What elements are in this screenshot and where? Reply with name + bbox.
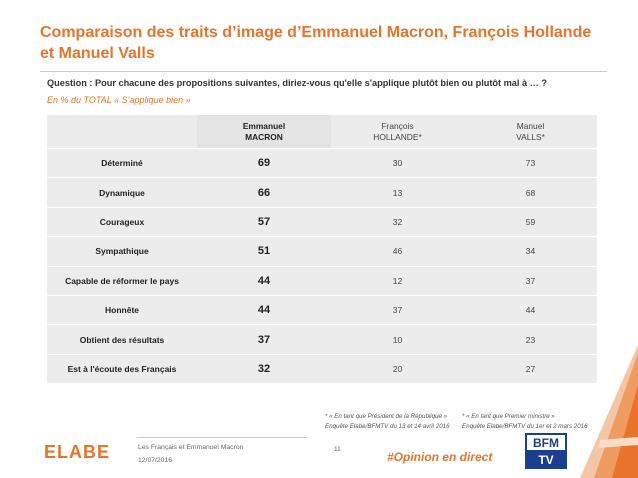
macron-value: 44 (257, 304, 271, 317)
hollande-footnote-source: Enquête Elabe/BFMTV du 13 et 14 avril 20… (325, 423, 450, 430)
valls-value: 59 (525, 216, 536, 227)
valls-value: 73 (525, 158, 536, 169)
table-body: Déterminé 69 30 73 Dynamique 66 13 68 Co… (47, 148, 597, 383)
macron-value: 37 (257, 333, 271, 346)
table-row: Dynamique 66 13 68 (47, 177, 597, 206)
results-table: Emmanuel MACRON François HOLLANDE* Manue… (47, 115, 597, 383)
survey-question: Question : Pour chacune des propositions… (47, 78, 548, 88)
hollande-footnote: * « En tant que Président de la Républiq… (325, 412, 450, 432)
hollande-value: 10 (392, 334, 403, 345)
valls-value: 34 (525, 246, 536, 257)
bfmtv-logo: BFM TV (525, 433, 567, 469)
valls-value: 23 (525, 334, 536, 345)
decorative-angle-graphic (580, 345, 638, 478)
table-row: Est à l'écoute des Français 32 20 27 (47, 353, 597, 383)
page-number: 11 (334, 446, 341, 453)
footer-divider (137, 437, 307, 438)
trait-label: Déterminé (101, 158, 143, 169)
table-row: Déterminé 69 30 73 (47, 148, 597, 177)
valls-value: 27 (525, 363, 536, 374)
title-divider (40, 71, 607, 72)
header-hollande: François HOLLANDE* (331, 115, 464, 148)
header-valls-first: Manuel (516, 120, 545, 131)
hollande-value: 46 (392, 246, 403, 257)
trait-label: Honnête (105, 305, 139, 316)
bfm-logo-text: BFM (533, 436, 559, 450)
trait-label: Courageux (99, 216, 145, 227)
macron-value: 51 (257, 245, 271, 258)
valls-footnote-context: * « En tant que Premier ministre » (462, 413, 555, 420)
header-valls-last: VALLS* (516, 131, 545, 142)
table-row: Sympathique 51 46 34 (47, 236, 597, 265)
elabe-logo-text: ELABE (44, 443, 110, 461)
table-row: Courageux 57 32 59 (47, 206, 597, 236)
table-row: Obtient des résultats 37 10 23 (47, 324, 597, 353)
hollande-value: 37 (392, 305, 403, 316)
header-empty (47, 115, 197, 148)
trait-label: Capable de réformer le pays (65, 275, 179, 286)
hollande-value: 20 (392, 363, 403, 374)
hollande-value: 13 (392, 187, 403, 198)
hollande-value: 32 (392, 216, 403, 227)
hollande-value: 12 (392, 275, 403, 286)
tv-logo-text: TV (538, 453, 553, 467)
header-valls: Manuel VALLS* (464, 115, 597, 148)
valls-footnote-source: Enquête Elabe/BFMTV du 1er et 2 mars 201… (462, 423, 588, 430)
valls-value: 68 (525, 187, 536, 198)
study-name: Les Français et Emmanuel Macron (138, 444, 244, 451)
valls-value: 37 (525, 275, 536, 286)
macron-value: 69 (257, 157, 271, 170)
header-hollande-first: François (381, 120, 414, 131)
macron-value: 66 (257, 186, 271, 199)
hollande-value: 30 (392, 158, 403, 169)
elabe-logo: ELABE (44, 443, 110, 461)
trait-label: Sympathique (95, 246, 149, 257)
hashtag: #Opinion en direct (387, 450, 493, 464)
footer-info: Les Français et Emmanuel Macron 12/07/20… (138, 441, 243, 467)
table-row: Capable de réformer le pays 44 12 37 (47, 265, 597, 295)
measure-note: En % du TOTAL « S’applique bien » (47, 95, 191, 105)
macron-value: 32 (257, 362, 271, 375)
trait-label: Obtient des résultats (79, 334, 165, 345)
table-row: Honnête 44 37 44 (47, 294, 597, 324)
study-date: 12/07/2016 (138, 457, 173, 464)
header-macron-first: Emmanuel (242, 120, 286, 131)
header-macron: Emmanuel MACRON (197, 115, 331, 148)
table-header: Emmanuel MACRON François HOLLANDE* Manue… (47, 115, 597, 148)
trait-label: Dynamique (99, 187, 145, 198)
macron-value: 57 (257, 215, 271, 228)
macron-value: 44 (257, 274, 271, 287)
page-title: Comparaison des traits d’image d’Emmanue… (40, 24, 592, 62)
valls-value: 44 (525, 305, 536, 316)
header-hollande-last: HOLLANDE* (373, 131, 422, 142)
hollande-footnote-context: * « En tant que Président de la Républiq… (325, 413, 448, 420)
valls-footnote: * « En tant que Premier ministre » Enquê… (462, 412, 588, 432)
trait-label: Est à l'écoute des Français (67, 363, 177, 374)
header-macron-last: MACRON (245, 131, 283, 142)
